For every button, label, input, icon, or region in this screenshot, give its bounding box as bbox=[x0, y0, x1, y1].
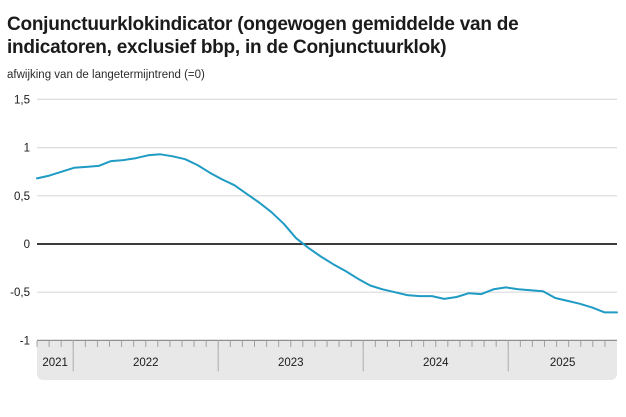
chart-title: Conjunctuurklokindicator (ongewogen gemi… bbox=[7, 13, 552, 59]
x-year-label: 2023 bbox=[278, 357, 304, 369]
year-separators bbox=[72, 340, 509, 372]
chart-title-line-1: Conjunctuurklokindicator (ongewogen gemi… bbox=[7, 14, 519, 35]
chart-title-line-2: indicatoren, exclusief bbp, in de Conjun… bbox=[7, 37, 447, 58]
y-tick-label: 0,5 bbox=[14, 191, 30, 203]
y-tick-label: 1 bbox=[24, 143, 30, 155]
x-year-label: 2024 bbox=[423, 357, 449, 369]
y-tick-label: 0 bbox=[24, 239, 30, 251]
x-year-label: 2025 bbox=[550, 357, 576, 369]
conjunctuurklok-chart: 1,5 1 0,5 0 -0,5 -1 2021 2022 2023 2024 2025 bbox=[10, 94, 618, 380]
y-axis-labels: 1,5 1 0,5 0 -0,5 -1 bbox=[10, 94, 30, 347]
y-tick-label: -0,5 bbox=[10, 287, 30, 299]
axis-band-background bbox=[37, 340, 617, 380]
x-year-label: 2022 bbox=[133, 357, 159, 369]
y-tick-label: 1,5 bbox=[14, 94, 30, 106]
chart-subtitle: afwijking van de langetermijntrend (=0) bbox=[7, 69, 205, 81]
x-axis-band bbox=[37, 339, 617, 380]
indicator-line bbox=[36, 153, 618, 314]
chart-header: Conjunctuurklokindicator (ongewogen gemi… bbox=[7, 13, 552, 81]
x-year-label: 2021 bbox=[42, 357, 68, 369]
y-gridlines bbox=[37, 98, 617, 293]
y-tick-label: -1 bbox=[20, 335, 30, 347]
series-group bbox=[36, 153, 618, 314]
year-labels: 2021 2022 2023 2024 2025 bbox=[42, 357, 575, 369]
